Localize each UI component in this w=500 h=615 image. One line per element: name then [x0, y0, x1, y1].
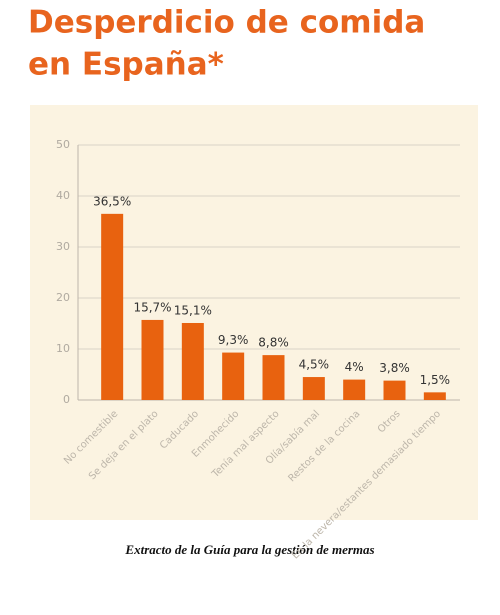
bar [343, 379, 366, 400]
y-tick-label: 50 [56, 138, 70, 151]
data-label: 3,8% [379, 361, 410, 375]
chart-title: en España* [28, 47, 224, 83]
chart-title: Desperdicio de comida [28, 5, 425, 41]
data-label: 8,8% [258, 336, 289, 350]
data-label: 4% [345, 360, 364, 374]
data-label: 15,1% [174, 303, 212, 317]
y-tick-label: 40 [56, 189, 70, 202]
y-tick-label: 30 [56, 240, 70, 253]
caption: Extracto de la Guía para la gestión de m… [124, 542, 374, 557]
data-label: 1,5% [420, 373, 451, 387]
data-label: 9,3% [218, 333, 249, 347]
bar [101, 213, 124, 400]
bar [262, 355, 285, 400]
chart-panel [30, 105, 478, 520]
data-label: 4,5% [299, 358, 330, 372]
bar [383, 380, 406, 400]
data-label: 15,7% [133, 300, 171, 314]
y-tick-label: 0 [63, 393, 70, 406]
bar [181, 322, 204, 400]
y-tick-label: 20 [56, 291, 70, 304]
y-tick-label: 10 [56, 342, 70, 355]
data-label: 36,5% [93, 194, 131, 208]
bar [141, 319, 164, 400]
bar [222, 352, 245, 400]
bar [302, 377, 325, 400]
bar [423, 392, 446, 400]
